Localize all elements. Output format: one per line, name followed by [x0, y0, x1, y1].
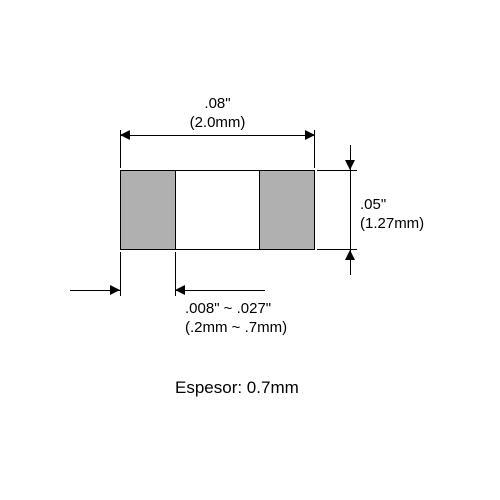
- height-extension-top: [317, 170, 357, 171]
- width-dim-line: [120, 135, 315, 136]
- cap-arrow-right: [175, 285, 185, 295]
- cap-arrow-left: [110, 285, 120, 295]
- cap-inches: .008" ~ .027": [185, 300, 271, 317]
- thickness-text: Espesor: 0.7mm: [175, 378, 299, 397]
- cap-mm: (.2mm ~ .7mm): [185, 319, 287, 336]
- diagram-canvas: .08" (2.0mm) .05" (1.27mm) .008" ~ .027"…: [0, 0, 500, 500]
- width-inches: .08": [204, 95, 230, 112]
- width-mm: (2.0mm): [190, 114, 246, 131]
- cap-extension-left: [120, 252, 121, 296]
- height-arrow-top: [345, 160, 355, 170]
- height-label: .05" (1.27mm): [360, 196, 424, 234]
- height-mm: (1.27mm): [360, 215, 424, 232]
- width-label: .08" (2.0mm): [120, 95, 315, 133]
- cap-label: .008" ~ .027" (.2mm ~ .7mm): [185, 300, 287, 338]
- component-body: [120, 170, 315, 250]
- end-cap-right: [259, 171, 314, 249]
- cap-tail-right: [175, 290, 265, 291]
- height-inches: .05": [360, 196, 386, 213]
- end-cap-left: [121, 171, 176, 249]
- height-arrow-bottom: [345, 250, 355, 260]
- thickness-label: Espesor: 0.7mm: [175, 378, 299, 398]
